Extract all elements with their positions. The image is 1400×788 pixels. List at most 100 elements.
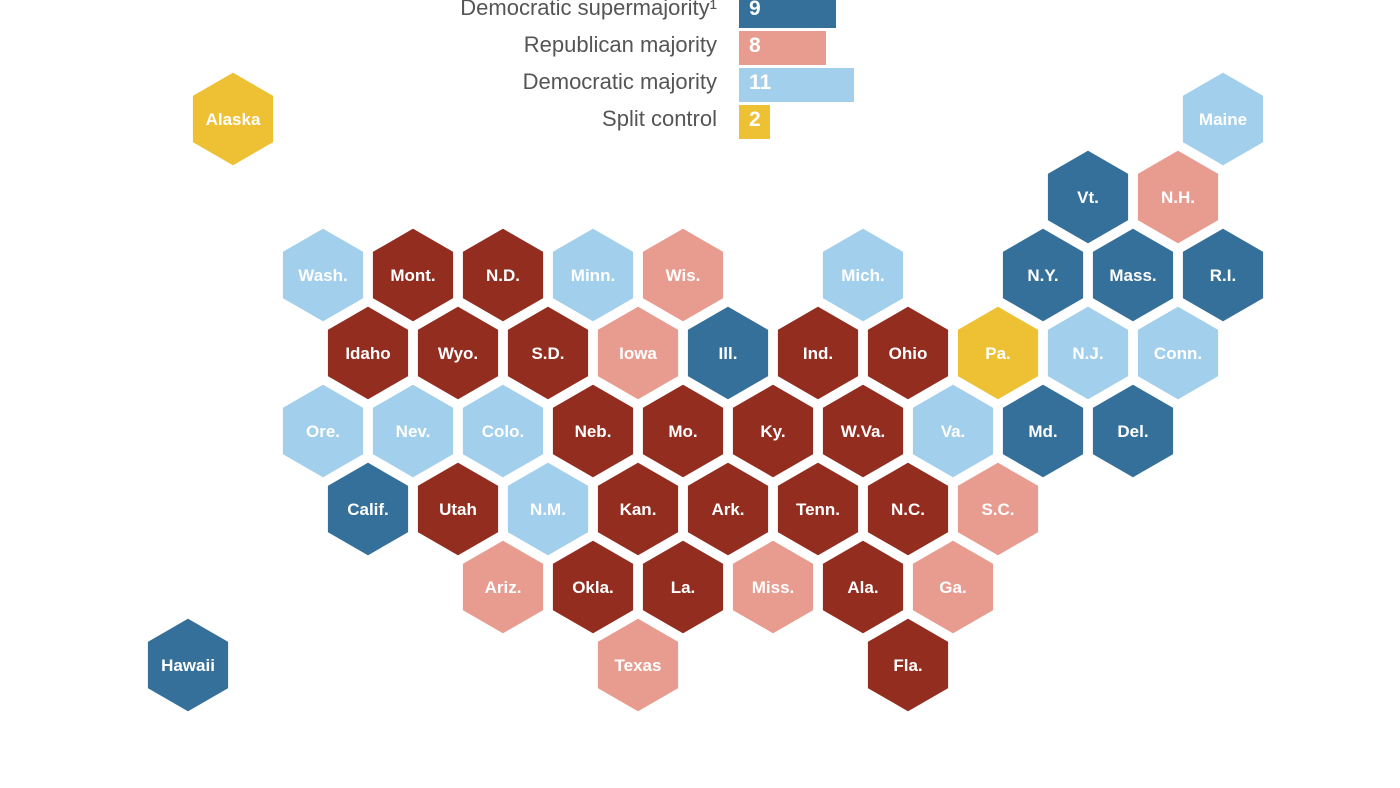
state-label: Md.	[1028, 422, 1057, 441]
state-label: W.Va.	[841, 422, 885, 441]
state-hex	[819, 537, 907, 637]
state-ohio: Ohio	[864, 303, 952, 403]
state-label: Ohio	[889, 344, 928, 363]
state-hex	[594, 303, 682, 403]
state-hex	[909, 537, 997, 637]
state-kan: Kan.	[594, 459, 682, 559]
state-hex	[684, 303, 772, 403]
state-hex	[279, 225, 367, 325]
state-label: Wash.	[298, 266, 347, 285]
state-hex	[1179, 225, 1267, 325]
state-ala: Ala.	[819, 537, 907, 637]
legend-row-democratic-supermajority: Democratic supermajority¹ 9	[0, 0, 1400, 28]
legend-row-republican-majority: Republican majority 8	[0, 31, 1400, 65]
state-miss: Miss.	[729, 537, 817, 637]
state-label: Ore.	[306, 422, 340, 441]
state-hex	[864, 303, 952, 403]
state-label: Fla.	[893, 656, 922, 675]
state-hex	[1134, 303, 1222, 403]
state-mo: Mo.	[639, 381, 727, 481]
legend-label: Democratic supermajority¹	[460, 0, 717, 20]
state-neb: Neb.	[549, 381, 637, 481]
state-ariz: Ariz.	[459, 537, 547, 637]
state-iowa: Iowa	[594, 303, 682, 403]
state-ind: Ind.	[774, 303, 862, 403]
state-hex	[369, 381, 457, 481]
state-label: N.J.	[1072, 344, 1103, 363]
state-label: Ala.	[847, 578, 878, 597]
state-hex	[549, 381, 637, 481]
state-label: Mo.	[668, 422, 697, 441]
state-label: Maine	[1199, 110, 1247, 129]
state-hex	[999, 225, 1087, 325]
state-hex	[414, 303, 502, 403]
legend-value: 11	[749, 71, 772, 94]
state-label: Alaska	[206, 110, 261, 129]
state-label: Wis.	[666, 266, 701, 285]
legend-bar: 11	[739, 68, 854, 102]
state-hex	[819, 381, 907, 481]
state-hex	[459, 381, 547, 481]
state-label: Minn.	[571, 266, 615, 285]
state-hex	[279, 381, 367, 481]
state-label: Ind.	[803, 344, 833, 363]
state-mich: Mich.	[819, 225, 907, 325]
legend: Democratic supermajority¹ 9 Republican maj…	[0, 0, 1400, 140]
state-hex	[774, 459, 862, 559]
state-label: Colo.	[482, 422, 525, 441]
state-hex	[1089, 381, 1177, 481]
state-hex	[909, 381, 997, 481]
state-conn: Conn.	[1134, 303, 1222, 403]
state-hex	[999, 381, 1087, 481]
state-label: Iowa	[619, 344, 657, 363]
state-okla: Okla.	[549, 537, 637, 637]
state-hex	[954, 459, 1042, 559]
state-label: Ky.	[760, 422, 785, 441]
state-hex	[1044, 147, 1132, 247]
state-label: Mont.	[390, 266, 435, 285]
legend-label: Democratic majority	[522, 69, 717, 94]
legend-value: 8	[749, 34, 761, 57]
state-label: Wyo.	[438, 344, 478, 363]
state-hex	[819, 225, 907, 325]
legend-value: 9	[749, 0, 761, 20]
state-n-d: N.D.	[459, 225, 547, 325]
state-label: Conn.	[1154, 344, 1202, 363]
state-label: Tenn.	[796, 500, 840, 519]
state-hawaii: Hawaii	[144, 615, 232, 715]
state-label: Mich.	[841, 266, 884, 285]
state-label: Va.	[941, 422, 966, 441]
state-hex	[594, 615, 682, 715]
state-minn: Minn.	[549, 225, 637, 325]
state-label: Miss.	[752, 578, 795, 597]
state-label: N.Y.	[1027, 266, 1058, 285]
state-hex	[1134, 147, 1222, 247]
state-mont: Mont.	[369, 225, 457, 325]
state-ill: Ill.	[684, 303, 772, 403]
state-calif: Calif.	[324, 459, 412, 559]
state-hex	[774, 303, 862, 403]
legend-bar: 9	[739, 0, 836, 28]
state-hex	[684, 459, 772, 559]
legend-row-split-control: Split control 2	[0, 105, 1400, 139]
state-label: S.D.	[531, 344, 564, 363]
state-label: Del.	[1117, 422, 1148, 441]
state-w-va: W.Va.	[819, 381, 907, 481]
state-label: Nev.	[396, 422, 431, 441]
state-hex	[504, 303, 592, 403]
state-label: Texas	[615, 656, 662, 675]
state-label: Okla.	[572, 578, 614, 597]
state-utah: Utah	[414, 459, 502, 559]
state-hex	[864, 615, 952, 715]
state-label: N.M.	[530, 500, 566, 519]
state-hex	[324, 303, 412, 403]
state-label: La.	[671, 578, 696, 597]
state-label: N.H.	[1161, 188, 1195, 207]
state-label: Hawaii	[161, 656, 215, 675]
state-hex	[144, 615, 232, 715]
state-md: Md.	[999, 381, 1087, 481]
state-label: Ga.	[939, 578, 966, 597]
state-maine: Maine	[1179, 69, 1267, 169]
state-hex	[1179, 69, 1267, 169]
